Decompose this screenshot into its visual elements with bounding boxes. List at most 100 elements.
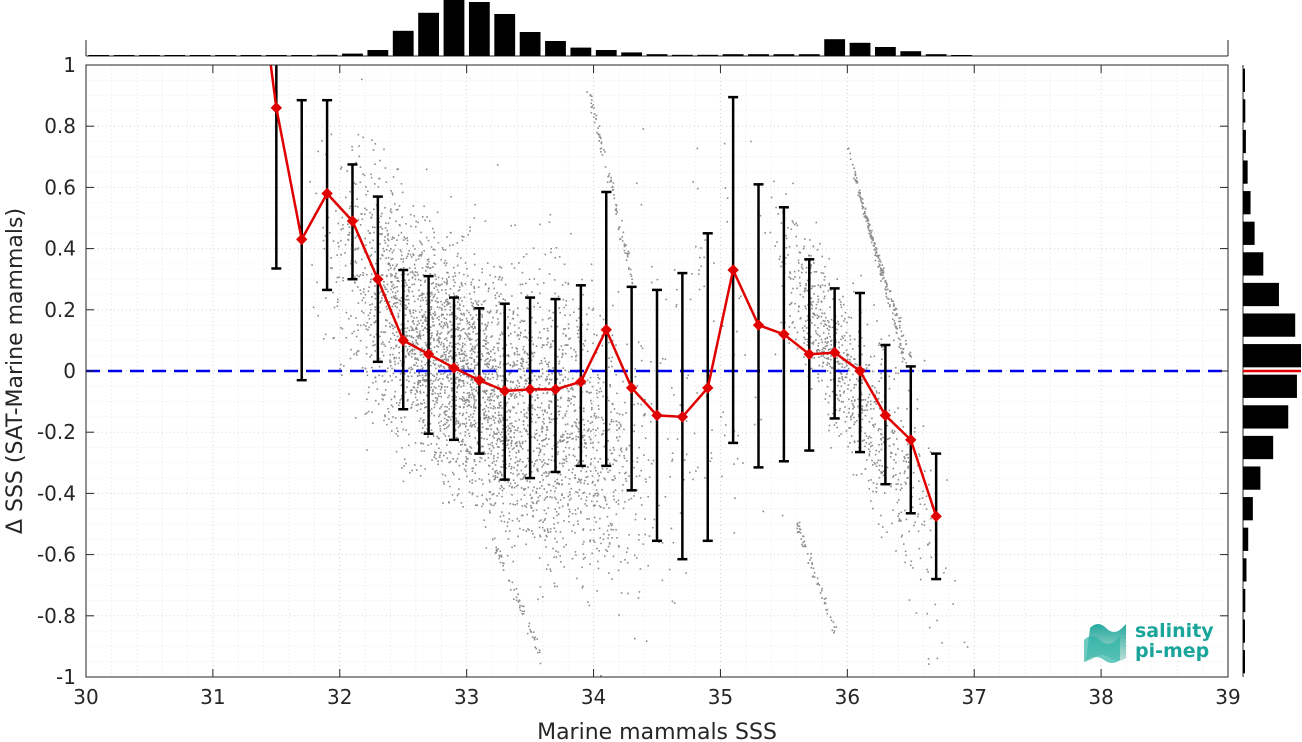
scatter-point (577, 462, 579, 465)
scatter-point (661, 579, 664, 582)
scatter-point (399, 373, 402, 375)
scatter-point (917, 513, 920, 515)
scatter-point (429, 273, 432, 275)
scatter-point (431, 317, 434, 320)
scatter-point (484, 283, 487, 286)
scatter-point (390, 190, 392, 192)
scatter-point (826, 353, 829, 356)
scatter-point (460, 257, 462, 259)
scatter-point (520, 332, 522, 334)
scatter-point (513, 436, 515, 438)
scatter-point (477, 300, 480, 303)
scatter-point (365, 328, 368, 330)
scatter-point (870, 445, 872, 448)
scatter-point (510, 444, 513, 447)
scatter-point (392, 283, 395, 286)
scatter-point (843, 366, 846, 369)
scatter-point (538, 526, 541, 529)
scatter-point (389, 264, 391, 267)
scatter-point (835, 341, 837, 343)
scatter-point (608, 341, 610, 344)
scatter-point (513, 353, 516, 356)
scatter-point (440, 406, 442, 408)
scatter-point (357, 350, 360, 352)
scatter-point (442, 366, 445, 368)
scatter-point (461, 365, 464, 368)
scatter-point (446, 313, 448, 316)
scatter-point (461, 398, 464, 401)
scatter-point (837, 380, 840, 382)
scatter-point (473, 309, 475, 311)
scatter-point (525, 430, 527, 432)
scatter-point (464, 332, 467, 334)
scatter-point (416, 342, 419, 345)
scatter-point (569, 493, 571, 496)
scatter-point (411, 327, 414, 330)
scatter-point (462, 305, 465, 307)
scatter-point (438, 340, 440, 342)
scatter-point (848, 407, 850, 410)
scatter-point (437, 393, 439, 395)
scatter-point (456, 457, 459, 460)
scatter-point (881, 277, 884, 280)
scatter-point (817, 380, 820, 383)
scatter-point (807, 319, 809, 321)
scatter-point (421, 251, 423, 254)
scatter-point (539, 362, 541, 365)
scatter-point (369, 211, 371, 214)
scatter-point (457, 426, 460, 429)
scatter-point (616, 429, 618, 431)
scatter-point (597, 461, 599, 463)
scatter-point (867, 219, 870, 222)
scatter-point (742, 462, 744, 464)
scatter-point (467, 367, 470, 370)
scatter-point (398, 299, 401, 301)
scatter-point (826, 385, 829, 388)
scatter-point (835, 322, 838, 325)
scatter-point (390, 258, 392, 261)
scatter-point (439, 392, 442, 395)
scatter-point (510, 422, 513, 425)
scatter-point (467, 274, 469, 277)
scatter-point (829, 326, 831, 329)
scatter-point (511, 494, 513, 496)
scatter-point (406, 284, 408, 286)
scatter-point (886, 285, 888, 288)
scatter-point (853, 338, 856, 341)
scatter-point (512, 479, 515, 481)
scatter-point (440, 314, 443, 317)
scatter-point (430, 299, 433, 302)
right-histogram-bar (1243, 252, 1264, 276)
scatter-point (510, 387, 512, 390)
scatter-point (608, 542, 611, 544)
scatter-point (830, 289, 832, 291)
scatter-point (355, 262, 358, 264)
scatter-point (457, 329, 460, 331)
scatter-point (415, 362, 418, 364)
scatter-point (552, 367, 554, 369)
scatter-point (914, 427, 916, 429)
scatter-point (567, 344, 569, 346)
scatter-point (821, 284, 824, 286)
scatter-point (568, 491, 571, 493)
scatter-point (400, 250, 403, 253)
scatter-point (722, 325, 724, 327)
scatter-point (499, 515, 502, 518)
scatter-point (805, 327, 808, 329)
scatter-point (406, 237, 408, 239)
scatter-point (533, 536, 536, 539)
scatter-point (385, 305, 388, 308)
scatter-point (354, 281, 356, 283)
scatter-point (378, 177, 380, 180)
scatter-point (496, 373, 498, 376)
scatter-point (518, 418, 521, 421)
scatter-point (508, 398, 510, 400)
scatter-point (525, 253, 528, 255)
scatter-point (362, 274, 364, 276)
scatter-point (847, 367, 850, 370)
scatter-point (780, 222, 783, 224)
scatter-point (476, 495, 479, 498)
scatter-point (639, 568, 642, 570)
scatter-point (452, 471, 454, 474)
scatter-point (361, 213, 363, 215)
